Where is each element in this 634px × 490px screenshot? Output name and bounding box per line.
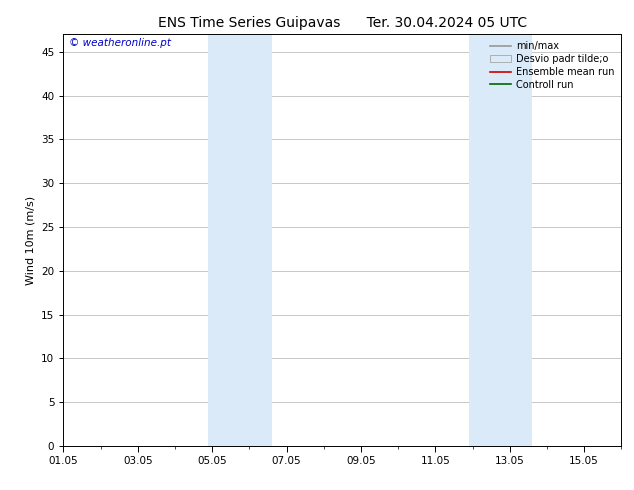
Title: ENS Time Series Guipavas      Ter. 30.04.2024 05 UTC: ENS Time Series Guipavas Ter. 30.04.2024… [158, 16, 527, 30]
Bar [209, 34, 272, 446]
Legend: min/max, Desvio padr tilde;o, Ensemble mean run, Controll run: min/max, Desvio padr tilde;o, Ensemble m… [486, 37, 618, 94]
Y-axis label: Wind 10m (m/s): Wind 10m (m/s) [25, 196, 36, 285]
Bar [469, 34, 532, 446]
Text: © weatheronline.pt: © weatheronline.pt [69, 38, 171, 49]
